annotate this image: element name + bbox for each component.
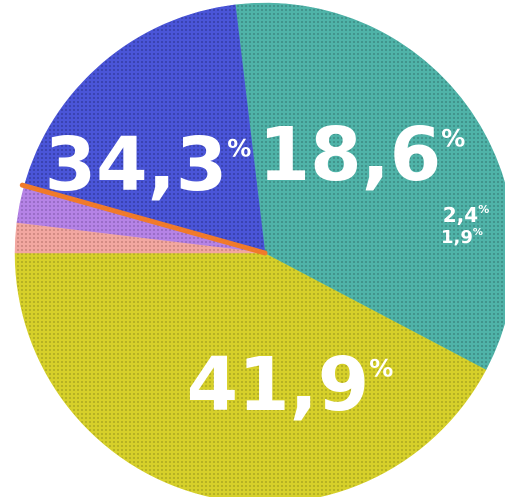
percent-sign: %: [227, 135, 251, 163]
slice-value-label: 41,9%: [187, 342, 394, 428]
pie-slice-1-9: [14, 222, 266, 254]
slice-divider-accent: [19, 182, 268, 256]
pie-slice-41-9: [14, 252, 487, 497]
slice-value-label: 1,9%: [441, 227, 483, 248]
pie-slice-18-6: [23, 4, 266, 254]
pie-labels: 41,9% 34,3% 18,6% 2,4%1,9%: [45, 112, 490, 428]
pie-slice-34-3: [235, 2, 505, 370]
slice-value-label: 2,4%: [443, 203, 489, 227]
percent-sign: %: [441, 125, 465, 153]
pie-slices: [14, 2, 505, 497]
percent-sign: %: [478, 203, 489, 216]
percent-sign: %: [473, 227, 483, 238]
percent-sign: %: [369, 355, 393, 383]
slice-value-label: 18,6%: [259, 112, 466, 198]
slice-value-label: 34,3%: [45, 122, 252, 208]
